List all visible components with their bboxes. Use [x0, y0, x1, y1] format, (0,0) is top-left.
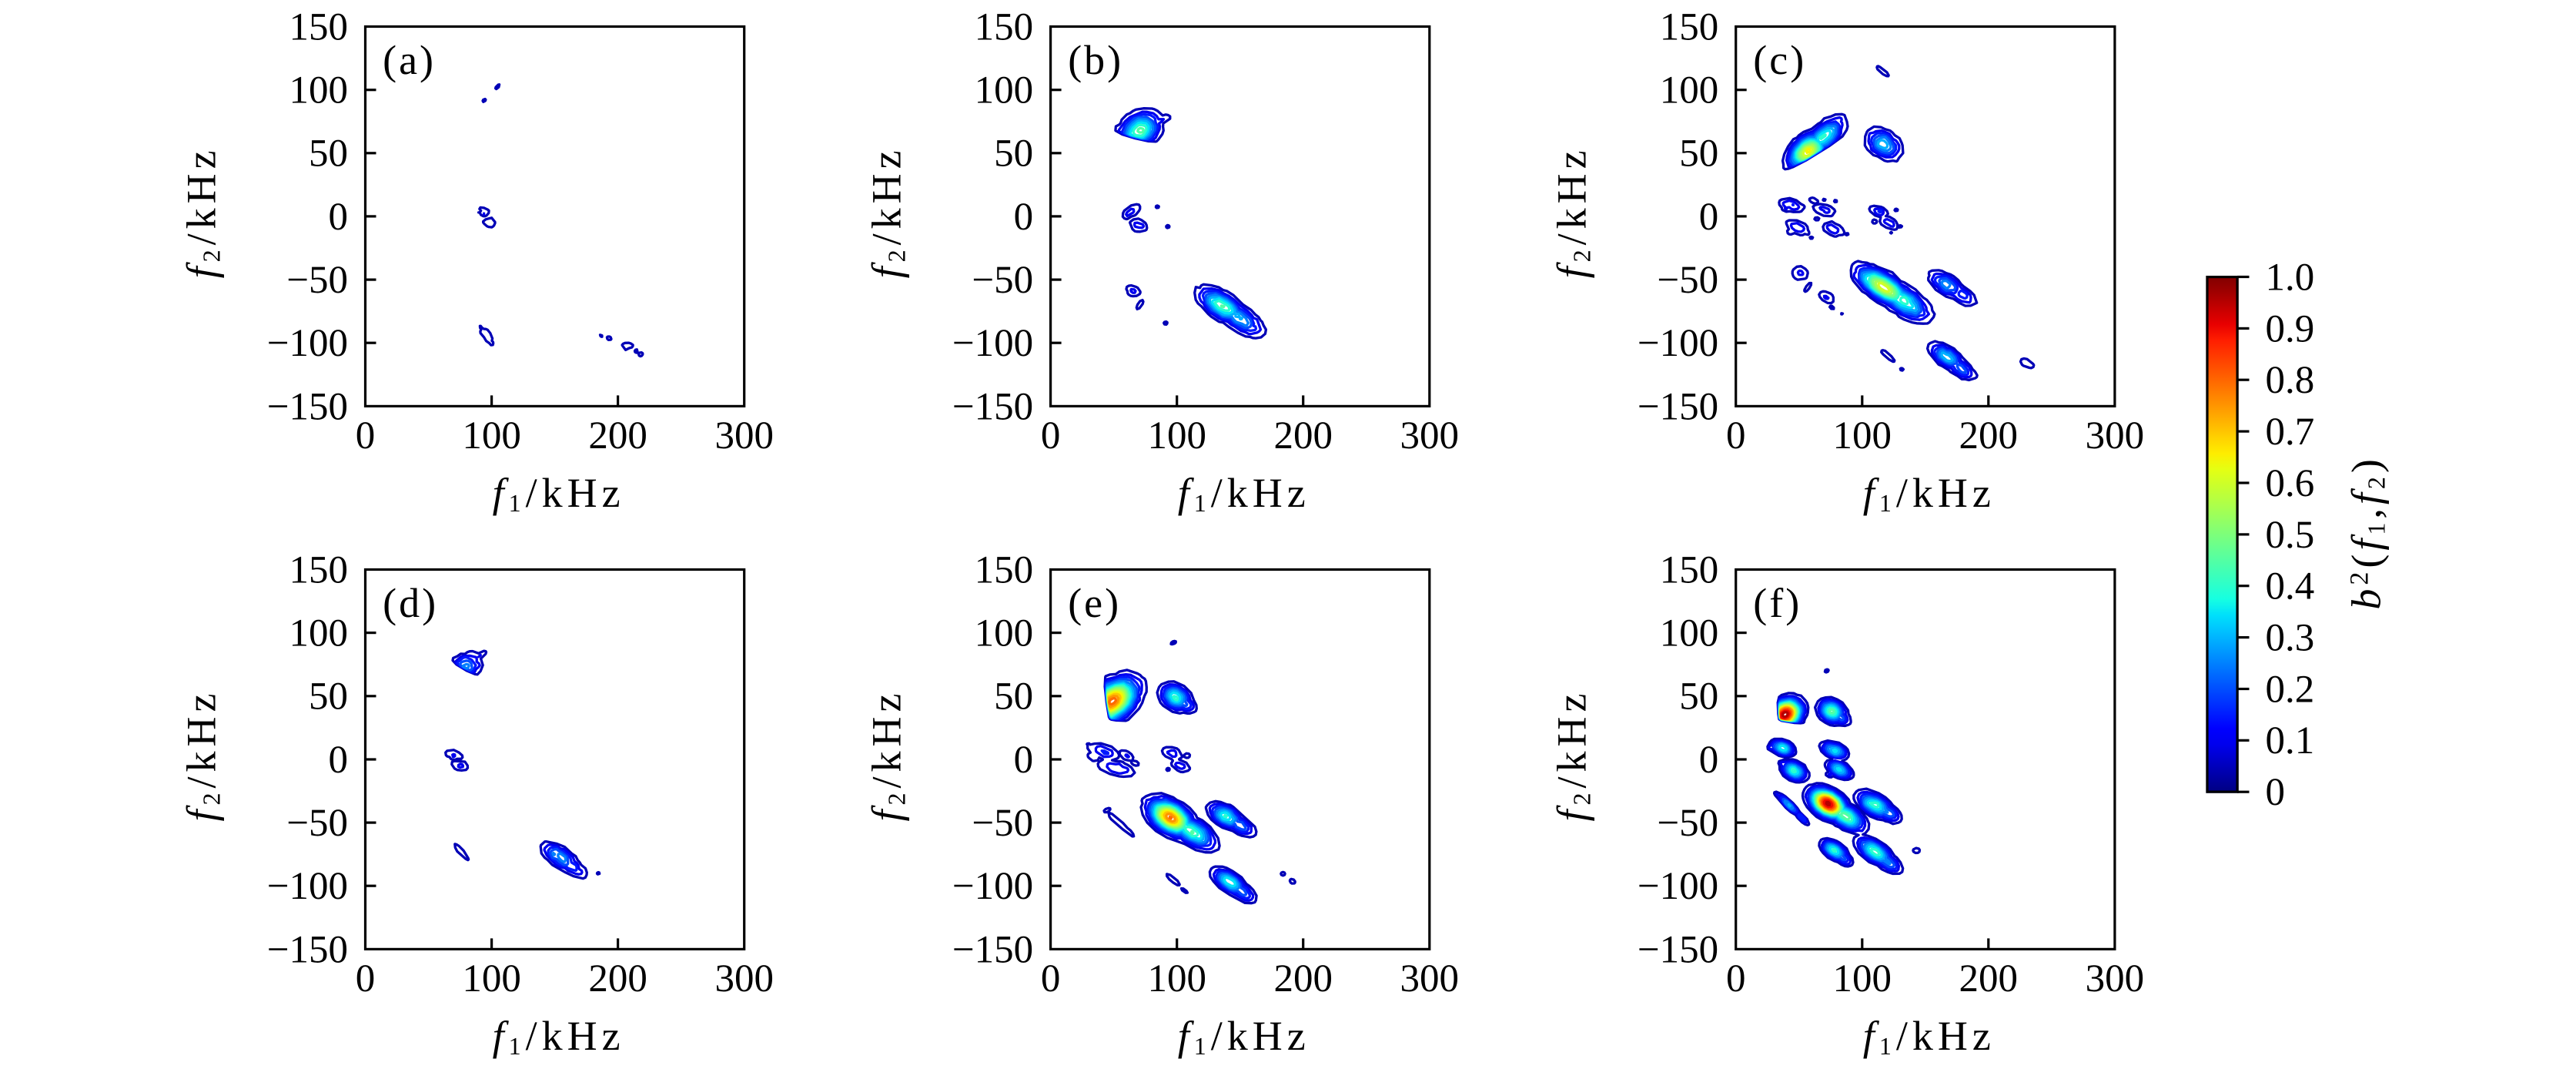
svg-text:200: 200	[1273, 957, 1333, 1000]
svg-text:200: 200	[1959, 957, 2019, 1000]
svg-text:0: 0	[2266, 771, 2286, 814]
svg-text:(c): (c)	[1753, 37, 1806, 83]
svg-text:1.0: 1.0	[2266, 256, 2315, 299]
svg-text:0: 0	[1014, 196, 1034, 239]
svg-text:0: 0	[1699, 739, 1719, 782]
svg-text:0.5: 0.5	[2266, 514, 2315, 557]
svg-text:300: 300	[714, 414, 774, 457]
svg-text:f2/kHz: f2/kHz	[863, 689, 910, 822]
svg-text:f1/kHz: f1/kHz	[1178, 1013, 1310, 1060]
svg-text:0: 0	[356, 957, 376, 1000]
svg-text:300: 300	[1400, 414, 1460, 457]
svg-text:50: 50	[1679, 675, 1718, 719]
svg-text:f1/kHz: f1/kHz	[1863, 1013, 1996, 1060]
svg-text:100: 100	[975, 69, 1034, 112]
svg-text:0.2: 0.2	[2266, 668, 2315, 711]
svg-text:f1/kHz: f1/kHz	[493, 470, 625, 517]
svg-text:(e): (e)	[1068, 580, 1121, 626]
svg-text:100: 100	[289, 612, 349, 655]
svg-text:−100: −100	[267, 322, 348, 365]
svg-text:200: 200	[588, 414, 647, 457]
svg-text:200: 200	[1959, 414, 2019, 457]
svg-text:0: 0	[1699, 196, 1719, 239]
svg-text:0: 0	[329, 196, 349, 239]
svg-text:150: 150	[975, 5, 1034, 49]
svg-text:100: 100	[975, 612, 1034, 655]
svg-text:0: 0	[1726, 414, 1746, 457]
svg-text:100: 100	[1660, 612, 1719, 655]
svg-text:−50: −50	[972, 802, 1033, 845]
svg-text:−50: −50	[1657, 259, 1718, 302]
svg-text:300: 300	[2086, 957, 2145, 1000]
svg-text:−150: −150	[1638, 928, 1718, 971]
svg-text:−100: −100	[267, 865, 348, 908]
svg-text:(b): (b)	[1068, 37, 1123, 83]
svg-text:−100: −100	[1638, 322, 1718, 365]
svg-text:0: 0	[1014, 739, 1034, 782]
svg-text:50: 50	[994, 675, 1033, 719]
svg-text:0.9: 0.9	[2266, 307, 2315, 350]
svg-text:100: 100	[1147, 414, 1206, 457]
svg-text:50: 50	[994, 132, 1033, 176]
svg-text:(d): (d)	[383, 580, 438, 626]
svg-text:−50: −50	[972, 259, 1033, 302]
svg-text:−100: −100	[952, 322, 1033, 365]
svg-text:300: 300	[2086, 414, 2145, 457]
svg-text:0: 0	[329, 739, 349, 782]
svg-text:−50: −50	[1657, 802, 1718, 845]
svg-text:f1/kHz: f1/kHz	[493, 1013, 625, 1060]
svg-text:f2/kHz: f2/kHz	[1549, 146, 1596, 278]
svg-text:100: 100	[1147, 957, 1206, 1000]
svg-text:0.4: 0.4	[2266, 565, 2315, 608]
svg-text:0: 0	[1041, 414, 1061, 457]
svg-text:100: 100	[462, 957, 521, 1000]
svg-text:−150: −150	[1638, 385, 1718, 428]
svg-text:f2/kHz: f2/kHz	[178, 689, 225, 822]
svg-text:100: 100	[1833, 414, 1892, 457]
svg-text:100: 100	[462, 414, 521, 457]
svg-text:b2(f1,f2): b2(f1,f2)	[2343, 455, 2390, 610]
svg-text:0.3: 0.3	[2266, 617, 2315, 660]
svg-text:f2/kHz: f2/kHz	[863, 146, 910, 278]
svg-text:0: 0	[356, 414, 376, 457]
svg-text:300: 300	[714, 957, 774, 1000]
svg-text:200: 200	[1273, 414, 1333, 457]
svg-text:100: 100	[289, 69, 349, 112]
svg-text:f1/kHz: f1/kHz	[1178, 470, 1310, 517]
svg-text:−150: −150	[952, 928, 1033, 971]
svg-text:200: 200	[588, 957, 647, 1000]
svg-text:(f): (f)	[1753, 580, 1802, 626]
svg-text:50: 50	[309, 675, 348, 719]
svg-text:300: 300	[1400, 957, 1460, 1000]
svg-text:f2/kHz: f2/kHz	[178, 146, 225, 278]
svg-text:−100: −100	[1638, 865, 1718, 908]
svg-text:0.1: 0.1	[2266, 719, 2315, 762]
svg-text:150: 150	[1660, 548, 1719, 591]
svg-text:−150: −150	[267, 385, 348, 428]
svg-text:150: 150	[975, 548, 1034, 591]
svg-text:(a): (a)	[383, 37, 436, 83]
svg-text:150: 150	[289, 548, 349, 591]
svg-text:100: 100	[1660, 69, 1719, 112]
svg-text:0.7: 0.7	[2266, 411, 2315, 454]
svg-text:f1/kHz: f1/kHz	[1863, 470, 1996, 517]
svg-text:150: 150	[1660, 5, 1719, 49]
svg-text:−150: −150	[952, 385, 1033, 428]
svg-text:0: 0	[1041, 957, 1061, 1000]
svg-text:−100: −100	[952, 865, 1033, 908]
svg-text:−50: −50	[286, 802, 348, 845]
svg-text:150: 150	[289, 5, 349, 49]
svg-text:f2/kHz: f2/kHz	[1549, 689, 1596, 822]
svg-text:0: 0	[1726, 957, 1746, 1000]
svg-text:50: 50	[1679, 132, 1718, 176]
svg-text:0.8: 0.8	[2266, 359, 2315, 402]
svg-text:−150: −150	[267, 928, 348, 971]
svg-text:50: 50	[309, 132, 348, 176]
svg-text:−50: −50	[286, 259, 348, 302]
svg-text:0.6: 0.6	[2266, 462, 2315, 505]
svg-text:100: 100	[1833, 957, 1892, 1000]
